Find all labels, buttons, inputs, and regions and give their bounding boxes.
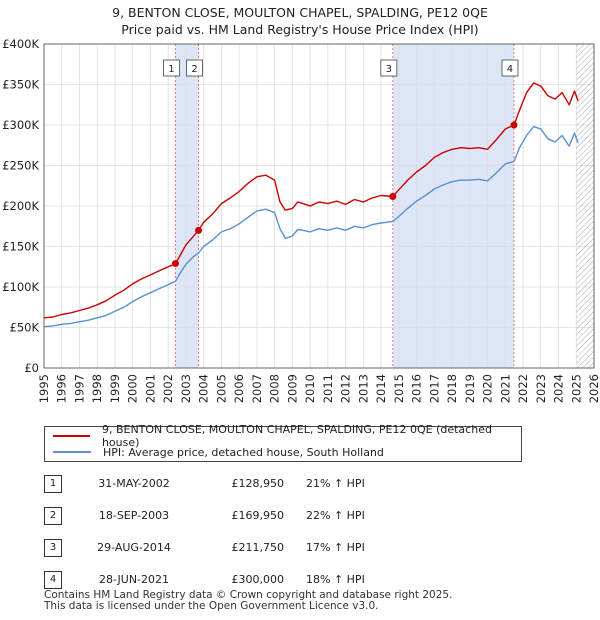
x-tick-label: 2019: [463, 374, 477, 403]
transaction-date: 29-AUG-2014: [97, 541, 171, 554]
chart-title-line2: Price paid vs. HM Land Registry's House …: [121, 22, 479, 37]
transaction-hpi: 22% ↑ HPI: [306, 509, 365, 522]
sale-point: [389, 192, 397, 200]
sale-point: [195, 226, 203, 234]
x-tick-label: 2013: [356, 374, 370, 403]
plot-frame: [43, 43, 595, 369]
x-tick-label: 2003: [179, 374, 193, 403]
x-tick-label: 2025: [569, 374, 583, 403]
transaction-date: 28-JUN-2021: [98, 573, 170, 586]
sale-label: 1: [168, 64, 174, 75]
y-tick-label: £150K: [2, 240, 39, 254]
y-tick-label: £250K: [2, 159, 39, 173]
x-tick-label: 1999: [108, 374, 122, 403]
transaction-price: £128,950: [231, 477, 285, 490]
transaction-number: 1: [44, 475, 62, 493]
transaction-price: £211,750: [231, 541, 285, 554]
transaction-hpi: 18% ↑ HPI: [306, 573, 365, 586]
property-price-line: [43, 82, 579, 319]
x-tick-label: 2006: [232, 374, 246, 403]
legend: 9, BENTON CLOSE, MOULTON CHAPEL, SPALDIN…: [44, 423, 522, 462]
y-axis: £0 £50K £100K £150K £200K £250K £300K £350K £400…: [2, 37, 39, 375]
x-tick-label: 2022: [516, 374, 530, 403]
legend-item-property: 9, BENTON CLOSE, MOULTON CHAPEL, SPALDIN…: [53, 423, 521, 449]
x-tick-label: 2023: [534, 374, 548, 403]
legend-swatch-hpi: [53, 451, 91, 453]
sale-label: 2: [191, 64, 197, 75]
forecast-hatch: [576, 44, 594, 368]
footer: Contains HM Land Registry data © Crown c…: [44, 590, 452, 612]
x-tick-label: 2001: [143, 374, 157, 403]
x-tick-label: 1996: [55, 374, 69, 403]
sale-label-box: [501, 59, 519, 77]
x-tick-label: 1998: [90, 374, 104, 403]
x-tick-label: 2007: [250, 374, 264, 403]
transaction-number: 3: [44, 539, 62, 557]
transaction-number: 4: [44, 571, 62, 589]
transaction-hpi: 21% ↑ HPI: [306, 477, 365, 490]
x-tick-label: 1995: [37, 374, 51, 403]
x-tick-label: 2017: [427, 374, 441, 403]
y-tick-label: £50K: [10, 321, 40, 335]
forecast-region: [576, 44, 594, 368]
x-tick-label: 2020: [481, 374, 495, 403]
sale-label-box: [163, 59, 180, 77]
y-tick-label: £0: [24, 361, 39, 375]
chart: 1 2 3 4 £0 £50K £100K £150K £200K £250K £300K £350…: [2, 37, 600, 403]
y-tick-label: £200K: [2, 199, 39, 213]
legend-label-hpi: HPI: Average price, detached house, Sout…: [103, 445, 384, 459]
x-tick-label: 2009: [285, 374, 299, 403]
table-row: 3 29-AUG-2014 £211,750 17% ↑ HPI: [44, 539, 444, 557]
sale-label: 4: [507, 64, 513, 75]
x-tick-label: 2008: [268, 374, 282, 403]
x-tick-label: 2005: [214, 374, 228, 403]
sale-label: 3: [386, 64, 392, 75]
x-tick-label: 2000: [126, 374, 140, 403]
hpi-line: [43, 125, 579, 328]
x-tick-label: 2004: [197, 374, 211, 403]
x-tick-label: 2018: [445, 374, 459, 403]
footer-line1: Contains HM Land Registry data © Crown c…: [44, 589, 453, 601]
transaction-hpi: 17% ↑ HPI: [306, 541, 365, 554]
x-tick-label: 2010: [303, 374, 317, 403]
legend-label-property: 9, BENTON CLOSE, MOULTON CHAPEL, SPALDIN…: [101, 423, 492, 449]
table-row: 4 28-JUN-2021 £300,000 18% ↑ HPI: [44, 571, 444, 589]
x-tick-label: 2014: [374, 374, 388, 403]
x-tick-label: 2021: [498, 374, 512, 403]
y-tick-label: £400K: [2, 37, 39, 51]
sale-labels: 1 2 3 4: [163, 59, 519, 77]
x-tick-label: 2015: [392, 374, 406, 403]
x-tick-label: 2026: [587, 374, 600, 403]
chart-title-line1: 9, BENTON CLOSE, MOULTON CHAPEL, SPALDIN…: [112, 5, 488, 20]
sale-dots: [171, 121, 518, 268]
table-row: 1 31-MAY-2002 £128,950 21% ↑ HPI: [44, 475, 444, 493]
x-tick-label: 2002: [161, 374, 175, 403]
sale-point: [171, 260, 179, 268]
sale-markers: [175, 44, 515, 368]
x-tick-label: 1997: [72, 374, 86, 403]
transaction-date: 18-SEP-2003: [98, 509, 170, 522]
series-lines: [43, 82, 579, 328]
transaction-price: £300,000: [231, 573, 285, 586]
sale-point: [510, 121, 518, 129]
y-tick-label: £100K: [2, 280, 39, 294]
y-tick-label: £300K: [2, 118, 39, 132]
footer-line2: This data is licensed under the Open Gov…: [44, 600, 379, 612]
x-tick-label: 2011: [321, 374, 335, 403]
sale-label-box: [380, 59, 398, 77]
transaction-price: £169,950: [231, 509, 285, 522]
transaction-number: 2: [44, 507, 62, 525]
x-axis: 1995 1996 1997 1998 1999 2000 2001 2002 2003 2004…: [37, 374, 600, 403]
x-tick-label: 2012: [339, 374, 353, 403]
sale-label-box: [186, 59, 203, 77]
table-row: 2 18-SEP-2003 £169,950 22% ↑ HPI: [44, 507, 444, 525]
legend-swatch-property: [53, 435, 90, 437]
legend-item-hpi: HPI: Average price, detached house, Sout…: [53, 444, 384, 460]
y-tick-label: £350K: [2, 78, 39, 92]
x-tick-label: 2016: [410, 374, 424, 403]
x-tick-label: 2024: [552, 374, 566, 403]
transaction-date: 31-MAY-2002: [98, 477, 170, 490]
